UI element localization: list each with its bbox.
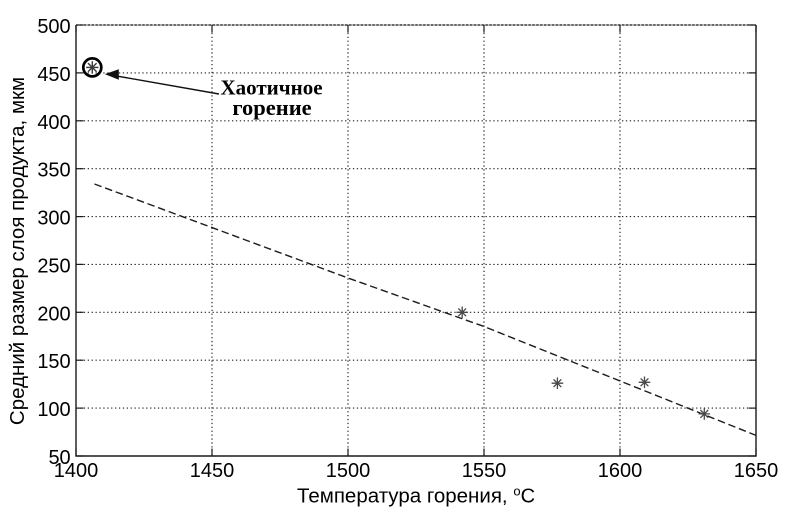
- svg-text:1500: 1500: [326, 460, 371, 482]
- svg-text:1650: 1650: [734, 460, 779, 482]
- svg-text:100: 100: [37, 399, 70, 421]
- svg-text:300: 300: [37, 208, 70, 230]
- svg-text:400: 400: [37, 112, 70, 134]
- svg-text:1450: 1450: [190, 460, 235, 482]
- svg-text:200: 200: [37, 303, 70, 325]
- svg-text:Хаотичное: Хаотичное: [220, 76, 322, 100]
- svg-text:350: 350: [37, 160, 70, 182]
- svg-text:450: 450: [37, 64, 70, 86]
- svg-text:250: 250: [37, 255, 70, 277]
- svg-text:1550: 1550: [462, 460, 507, 482]
- svg-text:1400: 1400: [54, 460, 99, 482]
- svg-text:50: 50: [48, 447, 70, 469]
- svg-text:1600: 1600: [598, 460, 643, 482]
- svg-text:500: 500: [37, 16, 70, 38]
- svg-text:Температура горения, оС: Температура горения, оС: [297, 484, 535, 508]
- svg-text:Средний размер слоя продукта,: Средний размер слоя продукта, мкм: [6, 77, 29, 425]
- svg-text:горение: горение: [232, 95, 311, 120]
- svg-text:150: 150: [37, 351, 70, 373]
